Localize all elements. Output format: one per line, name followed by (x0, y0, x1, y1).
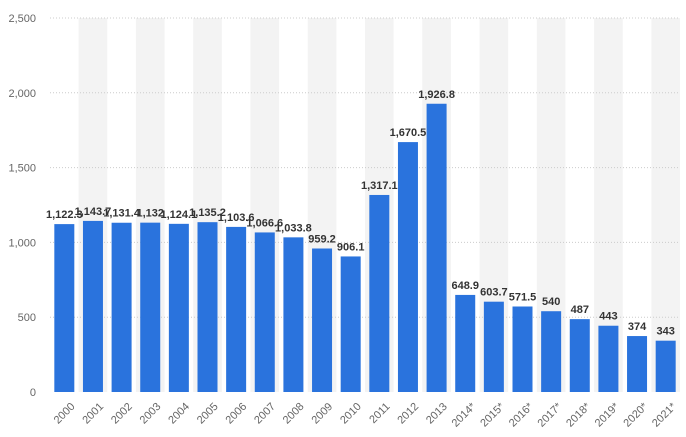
bar[interactable] (541, 311, 562, 392)
x-tick-label: 2010 (338, 401, 364, 427)
x-tick-label: 2015* (478, 400, 507, 429)
data-label: 1,317.1 (361, 180, 398, 192)
y-tick-label: 1,500 (8, 163, 36, 175)
bar[interactable] (111, 222, 132, 392)
y-tick-label: 1,000 (8, 237, 36, 249)
bar[interactable] (54, 224, 75, 392)
x-tick-label: 2002 (109, 401, 135, 427)
x-tick-label: 2008 (281, 401, 307, 427)
x-tick-label: 2001 (80, 401, 106, 427)
data-label: 959.2 (308, 234, 336, 246)
x-tick-label: 2014* (450, 400, 479, 429)
data-label: 571.5 (509, 292, 537, 304)
x-tick-label: 2012 (395, 401, 421, 427)
data-label: 443 (599, 311, 617, 323)
bar[interactable] (369, 194, 390, 392)
data-label: 648.9 (451, 280, 479, 292)
bar[interactable] (254, 232, 275, 392)
bar[interactable] (283, 237, 304, 392)
bar[interactable] (598, 325, 619, 392)
bar[interactable] (168, 223, 189, 392)
x-tick-label: 2009 (309, 401, 335, 427)
bars (54, 103, 676, 392)
y-tick-label: 2,000 (8, 88, 36, 100)
data-label: 1,033.8 (275, 222, 312, 234)
bar[interactable] (226, 226, 247, 392)
x-tick-label: 2003 (138, 401, 164, 427)
bar[interactable] (512, 306, 533, 392)
y-tick-label: 2,500 (8, 13, 36, 25)
x-axis-tick-labels: 2000 2001 2002 2003 2004 2005 2006 2007 2008 2009… (52, 400, 680, 429)
data-label: 1,131.4 (103, 208, 141, 220)
x-tick-label: 2021* (650, 400, 679, 429)
data-label: 1,135.2 (189, 207, 226, 219)
bar[interactable] (82, 220, 103, 392)
bar[interactable] (340, 256, 361, 392)
bar[interactable] (569, 319, 590, 392)
x-tick-label: 2018* (564, 400, 593, 429)
data-label: 1,066.6 (246, 217, 283, 229)
bar[interactable] (483, 301, 504, 392)
bar[interactable] (455, 294, 476, 392)
bar[interactable] (397, 142, 418, 392)
data-label: 906.1 (337, 241, 365, 253)
bar[interactable] (140, 222, 161, 392)
x-tick-label: 2017* (536, 400, 565, 429)
y-tick-label: 0 (30, 387, 36, 399)
data-label: 540 (542, 296, 560, 308)
data-label: 487 (571, 304, 589, 316)
x-tick-label: 2004 (166, 401, 192, 427)
x-tick-label: 2011 (367, 401, 392, 426)
data-label: 1,143.7 (75, 206, 112, 218)
y-axis-tick-labels: 0 500 1,000 1,500 2,000 2,500 (8, 13, 36, 399)
bar[interactable] (312, 248, 333, 392)
data-label: 1,124.1 (161, 209, 198, 221)
data-labels: 1,122.31,143.71,131.41,1321,124.11,135.2… (46, 89, 675, 338)
data-label: 1,926.8 (418, 89, 455, 101)
data-label: 603.7 (480, 287, 508, 299)
data-label: 1,670.5 (390, 127, 427, 139)
x-tick-label: 2000 (52, 401, 78, 427)
x-tick-label: 2020* (621, 400, 650, 429)
data-label: 1,132 (136, 208, 164, 220)
x-tick-label: 2013 (424, 401, 450, 427)
x-tick-label: 2006 (224, 401, 250, 427)
data-label: 1,122.3 (46, 209, 83, 221)
x-tick-label: 2005 (195, 401, 221, 427)
data-label: 374 (628, 321, 647, 333)
x-tick-label: 2016* (507, 400, 536, 429)
bar[interactable] (426, 103, 447, 392)
bar[interactable] (655, 340, 676, 392)
bar[interactable] (197, 222, 218, 392)
x-tick-label: 2007 (252, 401, 278, 427)
data-label: 343 (657, 326, 675, 338)
y-tick-label: 500 (18, 312, 36, 324)
x-tick-label: 2019* (593, 400, 622, 429)
column-band (651, 18, 680, 392)
data-label: 1,103.6 (218, 212, 255, 224)
bar[interactable] (627, 336, 648, 392)
